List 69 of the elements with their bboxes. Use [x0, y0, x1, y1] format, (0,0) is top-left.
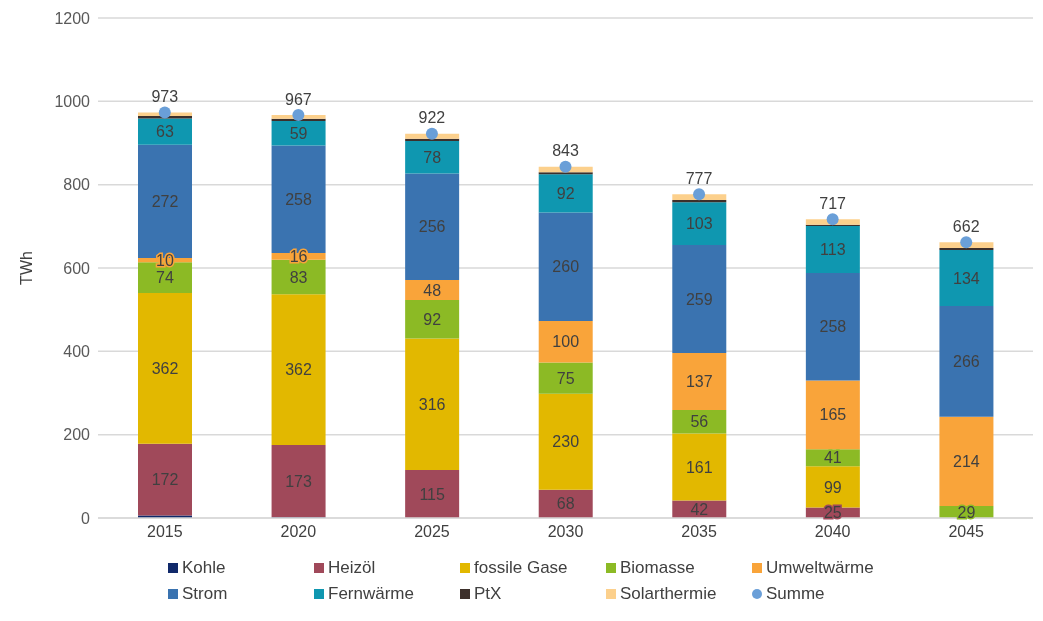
data-label: 92	[423, 310, 442, 328]
data-label: 78	[423, 148, 442, 166]
data-label: 260	[552, 258, 580, 276]
data-label: 256	[418, 218, 446, 236]
data-label: 68	[556, 495, 575, 513]
legend-label: Solarthermie	[620, 584, 717, 604]
data-label: 42	[690, 500, 709, 518]
y-tick-label: 800	[63, 176, 91, 194]
data-label: 48	[423, 281, 442, 299]
x-tick-label: 2040	[814, 523, 851, 541]
data-label: 74	[156, 269, 174, 287]
x-tick-label: 2045	[948, 523, 985, 541]
data-label: 137	[685, 373, 713, 391]
data-label: 214	[953, 452, 980, 470]
data-label: 362	[285, 361, 313, 379]
data-label: 99	[823, 478, 842, 496]
legend-label: Summe	[766, 584, 825, 604]
data-label: 59	[289, 124, 308, 142]
legend-label: fossile Gase	[474, 558, 568, 578]
y-tick-label: 600	[63, 259, 91, 277]
y-tick-label: 1200	[54, 9, 91, 27]
data-label: 92	[556, 185, 575, 203]
y-axis-title: TWh	[17, 251, 35, 285]
data-label: 922	[418, 109, 446, 127]
data-label: 362	[151, 360, 179, 378]
data-label: 41	[823, 449, 842, 467]
data-label: 161	[685, 458, 713, 476]
data-label: 973	[151, 88, 179, 106]
legend-label: PtX	[474, 584, 502, 604]
data-label: 113	[820, 241, 846, 259]
data-label: 259	[685, 290, 713, 308]
data-label: 843	[552, 142, 579, 160]
y-tick-label: 1000	[54, 93, 91, 111]
data-label: 103	[685, 215, 713, 233]
data-label: 230	[552, 433, 580, 451]
legend-label: Heizöl	[328, 558, 376, 578]
data-label: 56	[690, 413, 709, 431]
legend-label: Biomasse	[620, 558, 695, 578]
data-label: 115	[419, 485, 445, 503]
y-tick-label: 400	[63, 343, 91, 361]
data-label: 717	[819, 194, 847, 212]
legend-label: Strom	[182, 584, 228, 604]
data-label: 134	[953, 269, 980, 287]
legend-label: Kohle	[182, 558, 226, 578]
x-tick-label: 2020	[280, 523, 317, 541]
data-label: 75	[556, 369, 575, 387]
legend-label: Umweltwärme	[766, 558, 874, 578]
data-label: 29	[957, 503, 976, 521]
x-tick-label: 2015	[146, 523, 183, 541]
legend-label: Fernwärme	[328, 584, 414, 604]
x-tick-label: 2035	[681, 523, 717, 541]
data-label: 777	[685, 169, 713, 187]
data-label: 662	[952, 217, 980, 235]
data-label: 258	[819, 318, 847, 336]
data-label: 173	[285, 472, 313, 490]
data-label: 316	[418, 395, 446, 413]
data-label: 165	[819, 406, 847, 424]
data-label: 100	[552, 333, 580, 351]
data-label: 266	[953, 352, 980, 370]
y-tick-label: 0	[81, 509, 91, 527]
data-label: 258	[285, 190, 313, 208]
data-label: 967	[285, 90, 312, 108]
data-label: 172	[151, 471, 179, 489]
data-label: 63	[156, 123, 174, 141]
y-tick-label: 200	[63, 426, 91, 444]
data-label: 272	[151, 192, 179, 210]
data-label: 83	[289, 268, 308, 286]
x-tick-label: 2030	[547, 523, 584, 541]
x-tick-label: 2025	[414, 523, 450, 541]
